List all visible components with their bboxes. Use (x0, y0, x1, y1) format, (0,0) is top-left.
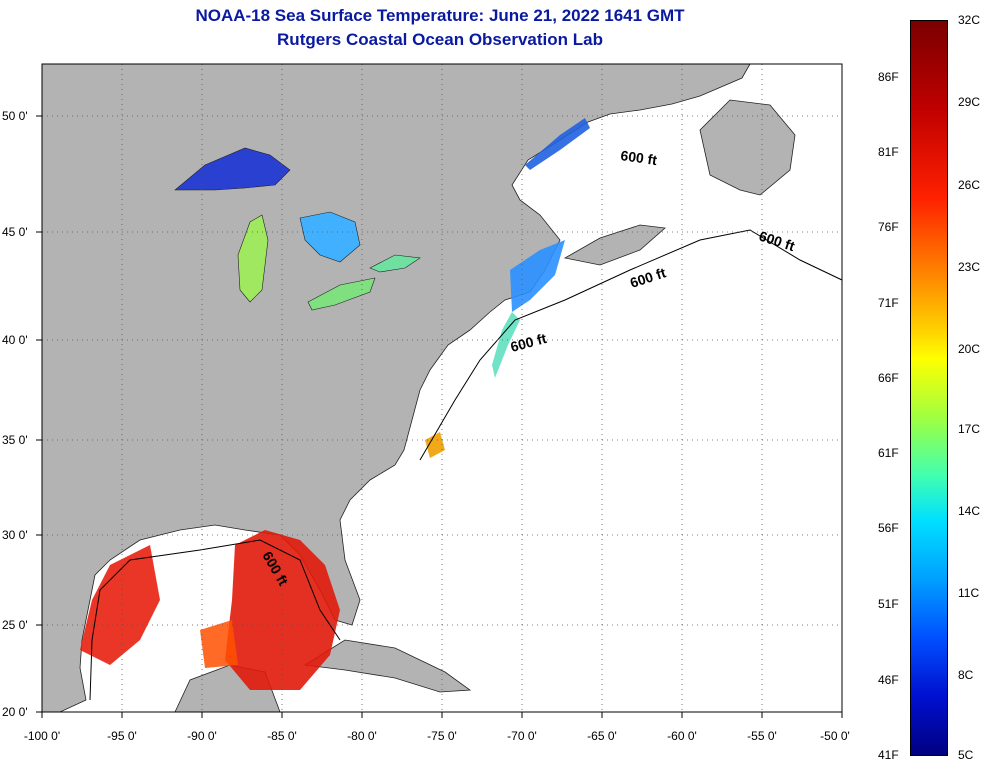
sst-gulf-south (200, 620, 238, 668)
map-title: NOAA-18 Sea Surface Temperature: June 21… (195, 6, 685, 25)
temperature-colorbar (910, 20, 948, 756)
colorbar-fahrenheit-label: 56F (878, 521, 899, 535)
sst-gulf-of-maine (510, 240, 565, 312)
colorbar-celsius-label: 11C (958, 586, 980, 600)
land-cuba (303, 639, 472, 693)
colorbar-celsius-label: 26C (958, 178, 981, 192)
colorbar-celsius-label: 32C (958, 13, 981, 27)
lat-label-25: 25 0' (2, 618, 28, 632)
sst-st-lawrence (525, 118, 590, 170)
colorbar-fahrenheit-label: 66F (878, 371, 899, 385)
lat-label-45: 45 0' (2, 225, 28, 239)
lon-label-65: -65 0' (587, 729, 617, 743)
colorbar-celsius-label: 29C (958, 95, 981, 109)
x-ticks (41, 712, 843, 718)
colorbar-fahrenheit-label: 46F (878, 673, 899, 687)
lon-label-90: -90 0' (187, 729, 217, 743)
lake-erie (307, 277, 376, 311)
colorbar-fahrenheit-label: 41F (878, 748, 899, 762)
colorbar-celsius-label: 14C (958, 504, 981, 518)
colorbar-fahrenheit-label: 71F (878, 296, 899, 310)
sst-gulf-east (225, 530, 340, 690)
contour-label-600ft: 600 ft (620, 147, 659, 168)
lake-superior (174, 147, 291, 191)
colorbar-fahrenheit-label: 61F (878, 446, 899, 460)
land-newfoundland (699, 99, 796, 196)
lat-label-30: 30 0' (2, 528, 28, 542)
land-nova-scotia (563, 224, 666, 266)
lake-huron (299, 211, 361, 263)
sst-shelf-south (492, 312, 520, 378)
map-subtitle: Rutgers Coastal Ocean Observation Lab (277, 30, 603, 49)
lon-label-100: -100 0' (24, 729, 60, 743)
colorbar-celsius-label: 17C (958, 422, 981, 436)
colorbar-fahrenheit-label: 51F (878, 597, 899, 611)
contour-600ft-gulf (89, 539, 341, 701)
lat-label-20: 20 0' (2, 705, 28, 719)
lat-label-50: 50 0' (2, 109, 28, 123)
colorbar-celsius-label: 20C (958, 342, 981, 356)
colorbar-fahrenheit-label: 86F (878, 70, 899, 84)
contour-600ft-northeast (419, 229, 843, 461)
lake-ontario (369, 254, 421, 273)
lat-label-40: 40 0' (2, 333, 28, 347)
lon-label-60: -60 0' (667, 729, 697, 743)
lon-label-55: -55 0' (747, 729, 777, 743)
colorbar-celsius-label: 8C (958, 668, 974, 682)
lon-label-75: -75 0' (427, 729, 457, 743)
lon-label-80: -80 0' (347, 729, 377, 743)
graticule (42, 64, 842, 712)
colorbar-fahrenheit-label: 81F (878, 145, 899, 159)
lon-label-85: -85 0' (267, 729, 297, 743)
lake-michigan (237, 214, 269, 303)
sst-cape-hatteras (425, 432, 445, 458)
lon-label-50: -50 0' (820, 729, 850, 743)
y-ticks (36, 115, 42, 713)
colorbar-fahrenheit-label: 76F (878, 220, 899, 234)
colorbar-celsius-label: 23C (958, 260, 981, 274)
lon-label-95: -95 0' (107, 729, 137, 743)
lon-label-70: -70 0' (507, 729, 537, 743)
sst-gulf-west (80, 545, 160, 665)
lat-label-35: 35 0' (2, 433, 28, 447)
colorbar-celsius-label: 5C (958, 748, 974, 762)
